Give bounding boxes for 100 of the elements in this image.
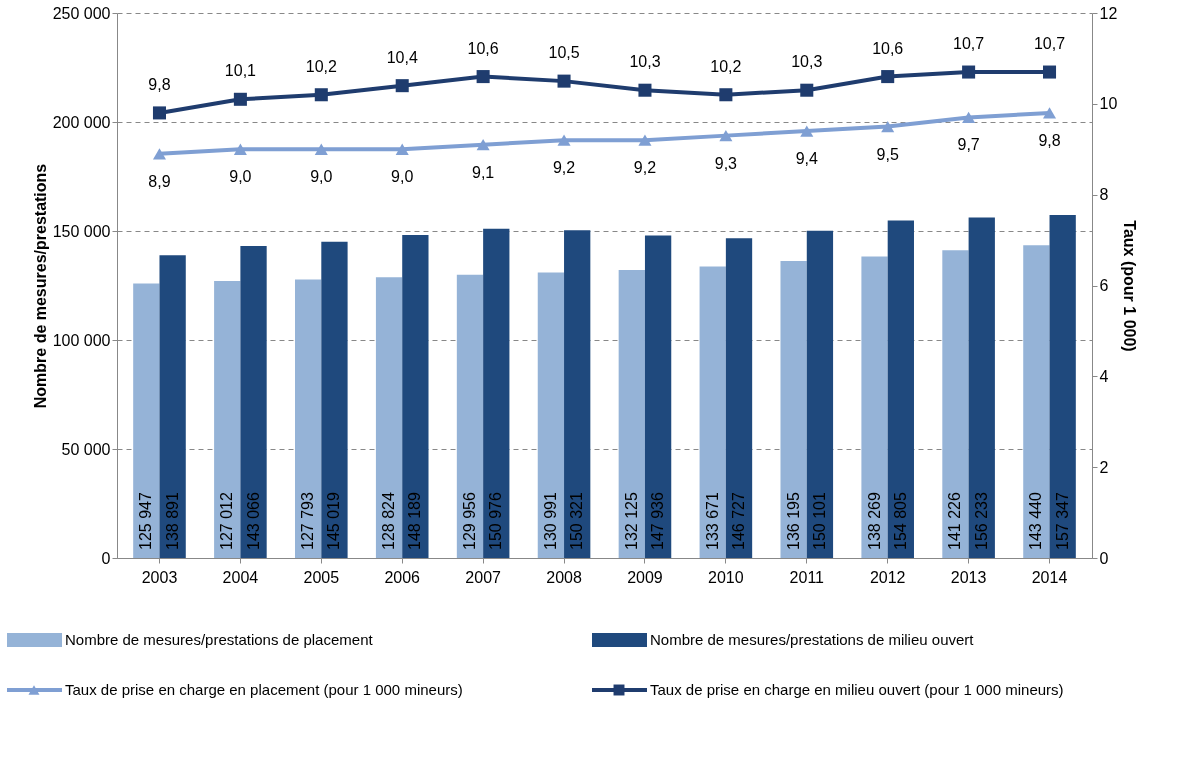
data-label: 10,6 bbox=[467, 39, 499, 57]
data-label: 132 125 bbox=[622, 492, 640, 550]
point bbox=[1043, 65, 1057, 79]
x-tick-label: 2005 bbox=[303, 568, 340, 586]
y-axis-title: Nombre de mesures/prestations bbox=[31, 163, 49, 409]
data-label: 9,4 bbox=[795, 150, 818, 168]
point bbox=[1043, 107, 1057, 119]
data-label: 128 824 bbox=[380, 492, 398, 550]
point bbox=[233, 143, 247, 155]
point bbox=[314, 143, 328, 155]
y2-tick-label: 0 bbox=[1099, 549, 1109, 567]
data-label: 125 947 bbox=[137, 492, 155, 550]
point bbox=[881, 120, 895, 133]
bar bbox=[968, 217, 995, 558]
y-tick-label: 50 000 bbox=[61, 440, 111, 458]
y-tick-label: 0 bbox=[101, 549, 111, 567]
data-label: 145 019 bbox=[325, 492, 343, 550]
legend-label: Taux de prise en charge en milieu ouvert (pour 1 000 mineurs) bbox=[650, 681, 1064, 698]
y-tick-label: 150 000 bbox=[52, 222, 111, 240]
bar bbox=[456, 274, 484, 558]
data-label: 156 233 bbox=[972, 492, 990, 550]
point bbox=[395, 143, 409, 155]
data-label: 10,7 bbox=[1033, 35, 1066, 53]
bar bbox=[375, 277, 403, 558]
bar bbox=[240, 246, 267, 558]
bar bbox=[483, 228, 510, 558]
data-label: 10,2 bbox=[305, 57, 337, 75]
x-tick-label: 2007 bbox=[465, 568, 502, 586]
point bbox=[395, 79, 409, 93]
y2-tick-label: 8 bbox=[1099, 186, 1109, 204]
y-tick-label: 250 000 bbox=[52, 4, 111, 22]
point bbox=[800, 83, 814, 97]
x-tick-label: 2010 bbox=[708, 568, 744, 586]
point bbox=[476, 139, 490, 151]
bar bbox=[564, 230, 591, 558]
data-label: 9,0 bbox=[391, 168, 414, 186]
x-tick-label: 2008 bbox=[546, 568, 582, 586]
data-label: 9,2 bbox=[633, 159, 657, 177]
data-label: 138 891 bbox=[163, 492, 181, 550]
data-label: 141 226 bbox=[946, 492, 964, 550]
bar bbox=[295, 279, 322, 558]
bar bbox=[942, 250, 969, 558]
legend-label: Taux de prise en charge en placement (pour 1 000 mineurs) bbox=[65, 681, 463, 698]
bar bbox=[806, 230, 834, 558]
y2-tick-label: 4 bbox=[1099, 367, 1109, 385]
data-label: 9,1 bbox=[472, 163, 495, 181]
y-tick-label: 100 000 bbox=[52, 331, 111, 349]
bar bbox=[1023, 245, 1050, 558]
y2-tick-label: 12 bbox=[1099, 4, 1118, 22]
bar bbox=[537, 272, 565, 558]
bar bbox=[133, 283, 160, 558]
data-label: 146 727 bbox=[730, 492, 748, 550]
data-label: 9,8 bbox=[148, 75, 171, 93]
data-label: 8,9 bbox=[148, 172, 171, 190]
bar bbox=[861, 256, 888, 558]
point bbox=[557, 74, 571, 88]
point bbox=[719, 88, 733, 102]
legend-label: Nombre de mesures/prestations de milieu ouvert bbox=[650, 631, 975, 648]
data-label: 127 793 bbox=[299, 492, 317, 550]
data-label: 138 269 bbox=[865, 492, 883, 550]
data-label: 150 321 bbox=[568, 492, 586, 550]
legend-label: Nombre de mesures/prestations de placement bbox=[65, 631, 374, 648]
bar bbox=[699, 266, 726, 558]
data-label: 10,1 bbox=[224, 62, 257, 80]
bar bbox=[1049, 214, 1076, 558]
point bbox=[962, 65, 976, 79]
point bbox=[152, 106, 166, 120]
x-tick-label: 2014 bbox=[1031, 568, 1068, 586]
bar bbox=[159, 255, 186, 558]
bar bbox=[402, 234, 429, 558]
x-tick-label: 2004 bbox=[222, 568, 259, 586]
point bbox=[152, 148, 166, 160]
data-label: 10,6 bbox=[872, 39, 904, 57]
point bbox=[800, 125, 814, 137]
data-label: 147 936 bbox=[649, 492, 667, 550]
x-tick-label: 2006 bbox=[384, 568, 421, 586]
point bbox=[719, 129, 733, 142]
data-label: 10,3 bbox=[791, 53, 823, 71]
bar bbox=[887, 220, 914, 558]
data-label: 148 189 bbox=[406, 492, 424, 550]
data-label: 150 101 bbox=[810, 492, 828, 550]
data-label: 9,7 bbox=[957, 136, 980, 154]
data-label: 10,4 bbox=[386, 48, 418, 66]
x-tick-label: 2009 bbox=[627, 568, 663, 586]
data-label: 9,2 bbox=[552, 159, 576, 177]
point bbox=[881, 70, 895, 84]
data-label: 10,7 bbox=[953, 35, 985, 53]
data-label: 129 956 bbox=[460, 492, 478, 550]
point bbox=[233, 92, 247, 106]
data-label: 154 805 bbox=[891, 492, 909, 550]
point bbox=[638, 134, 652, 146]
point bbox=[557, 134, 571, 146]
y2-tick-label: 6 bbox=[1099, 277, 1109, 294]
bar bbox=[725, 238, 753, 558]
bar bbox=[321, 241, 348, 558]
point bbox=[314, 88, 328, 102]
data-label: 133 671 bbox=[703, 492, 721, 550]
data-label: 127 012 bbox=[218, 492, 236, 550]
bar bbox=[780, 261, 807, 558]
data-label: 130 991 bbox=[541, 492, 559, 550]
